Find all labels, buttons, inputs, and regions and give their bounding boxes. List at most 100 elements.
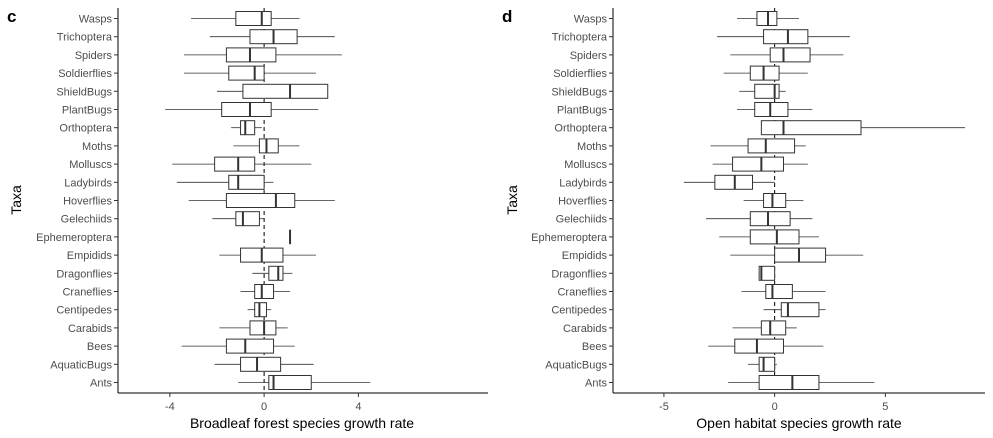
x-tick-label: -4: [165, 401, 175, 413]
box-body: [268, 375, 312, 390]
box-body: [734, 338, 784, 354]
y-tick-label: Trichoptera: [57, 32, 113, 44]
box-gelechiids: [212, 211, 265, 227]
box-body: [758, 265, 776, 281]
y-tick-label: Centipedes: [551, 305, 607, 317]
y-tick-label: Orthoptera: [59, 123, 112, 135]
y-tick-label: Moths: [577, 141, 607, 153]
box-carabids: [732, 320, 797, 336]
y-tick-label: Dragonflies: [551, 268, 607, 280]
box-empidids: [730, 247, 864, 263]
box-shieldbugs: [739, 83, 786, 99]
x-tick-label: -5: [659, 401, 669, 413]
box-centipedes: [247, 302, 272, 318]
panel-letter-c: c: [7, 7, 16, 26]
box-wasps: [737, 11, 799, 26]
box-craneflies: [741, 284, 826, 299]
box-body: [780, 302, 820, 318]
box-body: [774, 247, 827, 263]
box-spiders: [183, 47, 342, 63]
y-tick-label: Ladybirds: [64, 177, 112, 189]
x-tick-label: 5: [882, 401, 888, 413]
box-hoverflies: [188, 193, 335, 208]
x-tick-label: 0: [261, 401, 267, 413]
y-tick-label: Ants: [90, 378, 113, 390]
box-body: [760, 320, 787, 336]
y-tick-label: Soldierflies: [58, 68, 112, 80]
y-tick-label: Wasps: [574, 14, 608, 26]
box-wasps: [191, 11, 300, 26]
box-body: [763, 29, 809, 45]
box-body: [258, 138, 279, 154]
box-body: [763, 193, 787, 208]
panel-c: c -4 0 4 Wasps Trichoptera Spiders Soldierflie…: [7, 7, 488, 431]
y-tick-label: Spiders: [75, 50, 113, 62]
box-body: [228, 65, 265, 81]
box-body: [235, 211, 260, 227]
box-body: [765, 284, 793, 299]
box-ants: [728, 375, 875, 390]
box-body: [249, 320, 277, 336]
y-tick-label: Soldierflies: [553, 68, 607, 80]
box-shieldbugs: [216, 83, 329, 99]
box-carabids: [219, 320, 288, 336]
box-body: [235, 11, 272, 26]
box-plantbugs: [165, 102, 319, 117]
box-moths: [710, 138, 806, 154]
box-body: [754, 102, 789, 117]
y-tick-label: Orthoptera: [554, 123, 607, 135]
box-body: [254, 284, 275, 299]
box-body: [228, 174, 265, 190]
y-tick-label: Carabids: [68, 323, 113, 335]
box-moths: [233, 138, 300, 154]
y-tick-label: Hoverflies: [63, 196, 112, 208]
box-body: [254, 302, 267, 318]
y-tick-label: Gelechiids: [556, 214, 608, 226]
box-aquaticbugs: [214, 356, 314, 372]
box-hoverflies: [743, 193, 804, 208]
x-tick-label: 4: [355, 401, 361, 413]
y-tick-label: Ephemeroptera: [36, 232, 113, 244]
box-body: [221, 102, 272, 117]
box-ladybirds: [683, 174, 775, 190]
y-tick-label: Craneflies: [557, 287, 607, 299]
y-tick-label: Ants: [585, 378, 608, 390]
y-tick-label: ShieldBugs: [56, 86, 112, 98]
y-tick-label: Empidids: [562, 250, 608, 262]
box-molluscs: [172, 156, 312, 172]
box-body: [758, 356, 776, 372]
box-ladybirds: [176, 174, 274, 190]
y-tick-label: PlantBugs: [557, 105, 608, 117]
box-orthoptera: [231, 120, 262, 136]
box-gelechiids: [706, 211, 813, 227]
y-tick-label: Spiders: [570, 50, 608, 62]
box-molluscs: [712, 156, 808, 172]
box-body: [225, 193, 296, 208]
panel-d-plot-body: -5 0 5 Wasps Trichoptera Spiders Soldierflies S…: [531, 8, 985, 413]
y-tick-label: Ladybirds: [559, 177, 607, 189]
box-body: [747, 138, 796, 154]
box-soldierflies: [723, 65, 808, 81]
x-tick-label: 0: [772, 401, 778, 413]
y-tick-label: Hoverflies: [558, 196, 607, 208]
box-body: [758, 375, 820, 390]
box-body: [760, 120, 862, 136]
box-ephemeroptera: [719, 229, 819, 245]
box-body: [714, 174, 753, 190]
y-tick-label: AquaticBugs: [545, 359, 607, 371]
y-tick-label: Trichoptera: [552, 32, 608, 44]
y-tick-label: Bees: [582, 341, 608, 353]
box-empidids: [219, 247, 316, 263]
y-tick-label: PlantBugs: [62, 105, 113, 117]
panel-d-x-axis-title: Open habitat species growth rate: [696, 415, 902, 431]
box-body: [769, 47, 811, 63]
y-tick-label: ShieldBugs: [551, 86, 607, 98]
panel-d-y-axis-title: Taxa: [504, 185, 520, 215]
box-dragonflies: [758, 265, 776, 281]
panel-letter-d: d: [502, 7, 512, 26]
y-tick-label: Gelechiids: [61, 214, 113, 226]
box-body: [749, 211, 791, 227]
y-tick-label: Dragonflies: [56, 268, 112, 280]
box-body: [754, 83, 780, 99]
box-body: [240, 356, 282, 372]
